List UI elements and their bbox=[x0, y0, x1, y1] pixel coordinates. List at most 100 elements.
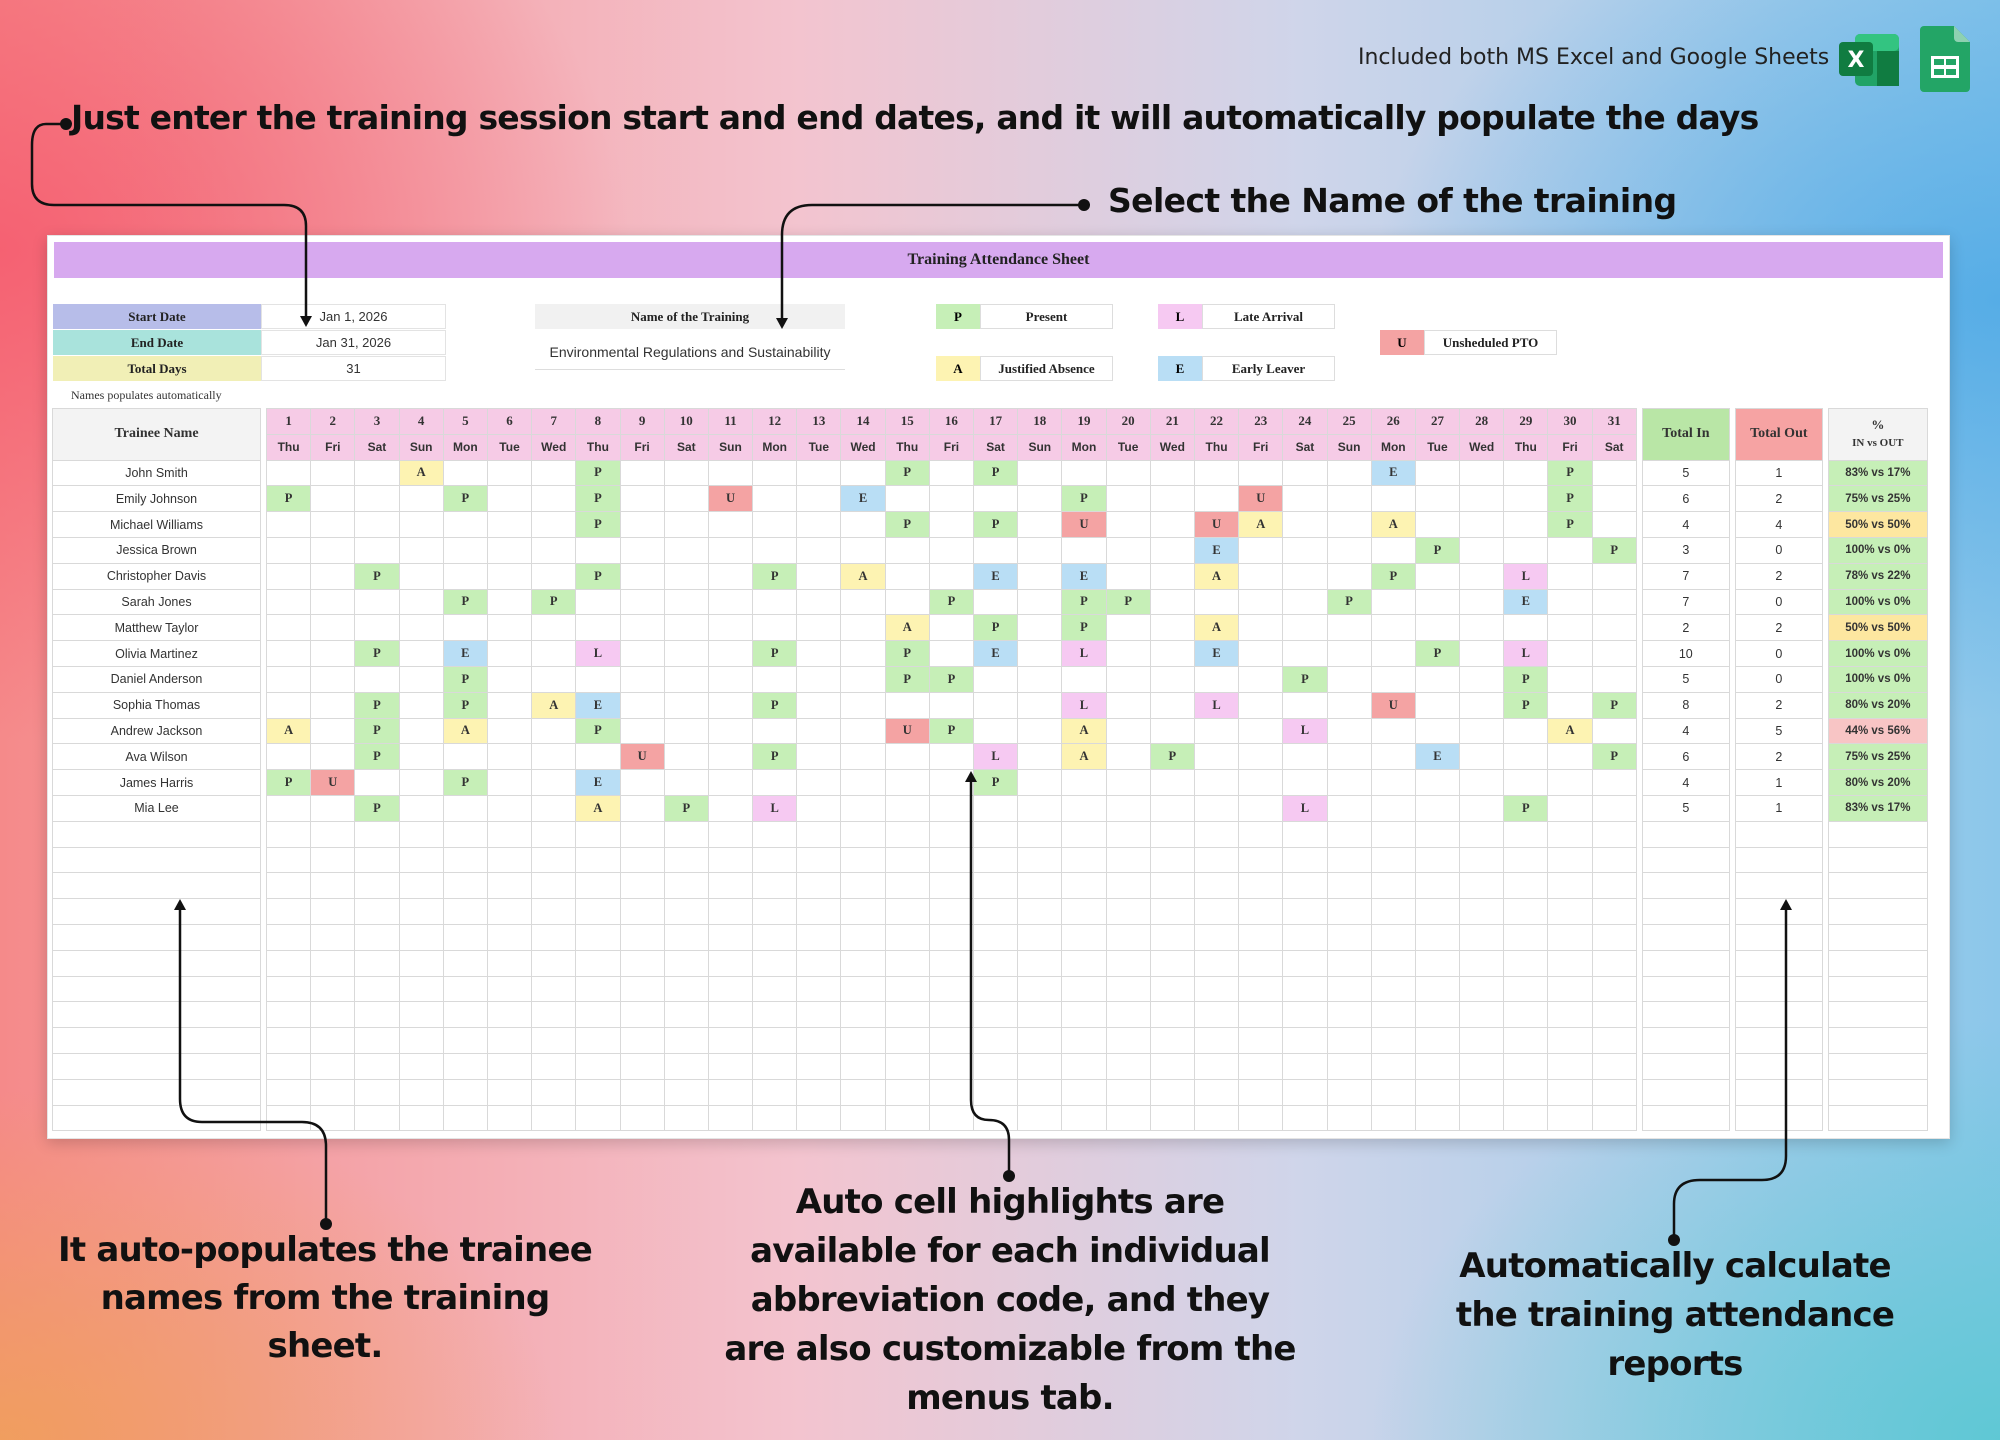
attendance-cell[interactable]: P bbox=[354, 794, 400, 822]
attendance-cell[interactable] bbox=[442, 872, 488, 900]
attendance-cell[interactable] bbox=[1503, 898, 1549, 925]
attendance-cell[interactable] bbox=[796, 459, 842, 487]
attendance-cell[interactable] bbox=[442, 975, 488, 1003]
attendance-cell[interactable] bbox=[884, 898, 930, 925]
attendance-cell[interactable] bbox=[354, 846, 400, 874]
attendance-cell[interactable] bbox=[486, 562, 533, 590]
attendance-cell[interactable] bbox=[575, 898, 621, 925]
attendance-cell[interactable] bbox=[884, 820, 930, 848]
attendance-cell[interactable] bbox=[840, 536, 886, 564]
attendance-cell[interactable] bbox=[707, 923, 754, 951]
trainee-name-empty[interactable] bbox=[52, 949, 261, 977]
attendance-cell[interactable] bbox=[1105, 872, 1151, 900]
attendance-cell[interactable]: L bbox=[1503, 562, 1549, 590]
attendance-cell[interactable] bbox=[486, 640, 533, 667]
attendance-cell[interactable] bbox=[1193, 949, 1240, 977]
attendance-cell[interactable]: P bbox=[442, 588, 488, 616]
attendance-cell[interactable] bbox=[354, 923, 400, 951]
attendance-cell[interactable] bbox=[1017, 562, 1063, 590]
attendance-cell[interactable] bbox=[1282, 640, 1328, 667]
attendance-cell[interactable] bbox=[398, 562, 444, 590]
attendance-cell[interactable] bbox=[619, 511, 665, 538]
attendance-cell[interactable] bbox=[1326, 872, 1372, 900]
attendance-cell[interactable] bbox=[884, 1052, 930, 1080]
attendance-cell[interactable]: E bbox=[575, 691, 621, 719]
attendance-cell[interactable]: L bbox=[575, 640, 621, 667]
attendance-cell[interactable] bbox=[1105, 717, 1151, 745]
attendance-cell[interactable]: P bbox=[1547, 459, 1593, 487]
attendance-cell[interactable] bbox=[1282, 562, 1328, 590]
attendance-cell[interactable] bbox=[1193, 1078, 1240, 1106]
attendance-cell[interactable] bbox=[1193, 588, 1240, 616]
attendance-cell[interactable] bbox=[1591, 846, 1637, 874]
attendance-cell[interactable] bbox=[1017, 640, 1063, 667]
attendance-cell[interactable] bbox=[1149, 640, 1195, 667]
attendance-cell[interactable] bbox=[1591, 898, 1637, 925]
attendance-cell[interactable] bbox=[840, 1078, 886, 1106]
attendance-cell[interactable] bbox=[442, 1027, 488, 1054]
attendance-cell[interactable] bbox=[1370, 665, 1416, 693]
attendance-cell[interactable] bbox=[707, 588, 754, 616]
attendance-cell[interactable] bbox=[663, 949, 709, 977]
attendance-cell[interactable] bbox=[707, 614, 754, 642]
attendance-cell[interactable]: P bbox=[928, 717, 975, 745]
attendance-cell[interactable] bbox=[1591, 1078, 1637, 1106]
attendance-cell[interactable] bbox=[1149, 511, 1195, 538]
attendance-cell[interactable]: A bbox=[575, 794, 621, 822]
attendance-cell[interactable] bbox=[486, 717, 533, 745]
attendance-cell[interactable]: L bbox=[1503, 640, 1549, 667]
attendance-cell[interactable]: P bbox=[1591, 743, 1637, 771]
attendance-cell[interactable] bbox=[442, 1052, 488, 1080]
attendance-cell[interactable] bbox=[928, 614, 975, 642]
attendance-cell[interactable] bbox=[354, 588, 400, 616]
attendance-cell[interactable] bbox=[1061, 975, 1107, 1003]
trainee-name-empty[interactable] bbox=[52, 923, 261, 951]
attendance-cell[interactable] bbox=[1591, 872, 1637, 900]
attendance-cell[interactable]: A bbox=[1370, 511, 1416, 538]
attendance-cell[interactable] bbox=[1193, 1001, 1240, 1029]
attendance-cell[interactable]: P bbox=[575, 459, 621, 487]
attendance-cell[interactable] bbox=[1591, 1052, 1637, 1080]
attendance-cell[interactable] bbox=[1193, 717, 1240, 745]
attendance-cell[interactable]: P bbox=[442, 665, 488, 693]
attendance-cell[interactable] bbox=[928, 975, 975, 1003]
attendance-cell[interactable] bbox=[442, 846, 488, 874]
attendance-cell[interactable] bbox=[1414, 949, 1461, 977]
attendance-cell[interactable] bbox=[1503, 949, 1549, 977]
attendance-cell[interactable] bbox=[486, 743, 533, 771]
attendance-cell[interactable]: A bbox=[1238, 511, 1284, 538]
attendance-cell[interactable] bbox=[1547, 743, 1593, 771]
attendance-cell[interactable] bbox=[310, 562, 356, 590]
attendance-cell[interactable] bbox=[1193, 975, 1240, 1003]
attendance-cell[interactable]: P bbox=[1503, 665, 1549, 693]
attendance-cell[interactable]: E bbox=[442, 640, 488, 667]
attendance-cell[interactable] bbox=[752, 1001, 798, 1029]
attendance-cell[interactable] bbox=[486, 1078, 533, 1106]
attendance-cell[interactable] bbox=[1414, 1104, 1461, 1132]
attendance-cell[interactable] bbox=[1282, 614, 1328, 642]
attendance-cell[interactable] bbox=[1326, 1078, 1372, 1106]
attendance-cell[interactable] bbox=[265, 898, 312, 925]
attendance-cell[interactable] bbox=[1503, 872, 1549, 900]
attendance-cell[interactable] bbox=[531, 898, 577, 925]
attendance-cell[interactable] bbox=[1105, 562, 1151, 590]
attendance-cell[interactable] bbox=[1149, 769, 1195, 796]
attendance-cell[interactable]: E bbox=[1193, 640, 1240, 667]
attendance-cell[interactable] bbox=[972, 485, 1019, 513]
attendance-cell[interactable] bbox=[1326, 923, 1372, 951]
attendance-cell[interactable] bbox=[1282, 1001, 1328, 1029]
attendance-cell[interactable] bbox=[1282, 588, 1328, 616]
attendance-cell[interactable] bbox=[442, 511, 488, 538]
attendance-cell[interactable] bbox=[663, 1052, 709, 1080]
attendance-cell[interactable]: P bbox=[442, 691, 488, 719]
attendance-cell[interactable] bbox=[663, 1027, 709, 1054]
attendance-cell[interactable] bbox=[265, 794, 312, 822]
attendance-cell[interactable] bbox=[796, 1001, 842, 1029]
attendance-cell[interactable] bbox=[1547, 1027, 1593, 1054]
attendance-cell[interactable] bbox=[972, 923, 1019, 951]
attendance-cell[interactable]: P bbox=[354, 562, 400, 590]
attendance-cell[interactable] bbox=[1238, 820, 1284, 848]
attendance-cell[interactable] bbox=[1503, 614, 1549, 642]
attendance-cell[interactable] bbox=[442, 820, 488, 848]
attendance-cell[interactable]: U bbox=[1238, 485, 1284, 513]
